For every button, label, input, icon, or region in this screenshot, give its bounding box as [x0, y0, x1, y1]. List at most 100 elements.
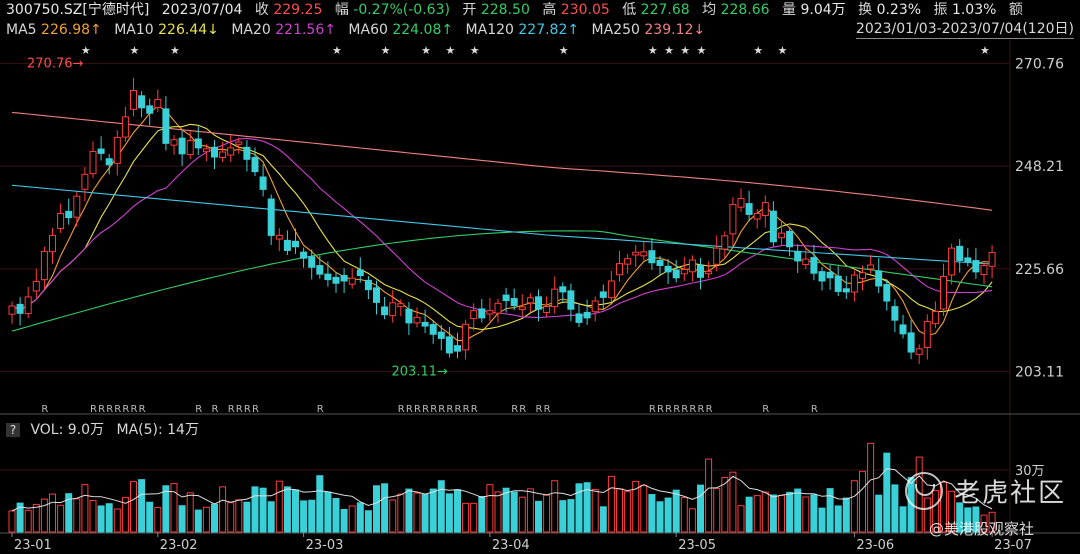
volume-bar: [713, 487, 721, 533]
candle-body: [470, 310, 478, 320]
candle-body: [883, 284, 891, 302]
star-marker: ★: [753, 44, 763, 57]
r-marker: R: [438, 404, 445, 415]
candle-body: [162, 108, 170, 144]
candle-body: [697, 264, 704, 278]
volume-bar: [130, 481, 137, 533]
candle-body: [672, 269, 680, 279]
volume-tick-label: 30万: [1015, 464, 1045, 479]
volume-bar: [235, 499, 243, 533]
close-label: 收: [254, 2, 269, 18]
r-marker: R: [698, 404, 705, 415]
r-marker: R: [544, 404, 551, 415]
volume-bar: [81, 484, 89, 533]
volume-bar: [737, 505, 745, 533]
volume-bar: [227, 502, 235, 533]
date-tick-label: 23-07: [994, 538, 1032, 553]
candle-body: [607, 280, 615, 299]
candle-body: [445, 336, 453, 354]
ma250-label: MA250: [591, 22, 640, 38]
volume-readout: VOL: 9.0万: [30, 422, 105, 438]
candle-body: [656, 259, 664, 266]
volume-bar: [178, 505, 186, 533]
candle-body: [526, 297, 534, 304]
change-label: 幅: [334, 2, 349, 18]
candle-body: [721, 235, 729, 250]
volume-bar: [575, 483, 583, 533]
candle-body: [405, 308, 413, 324]
candle-body: [138, 95, 146, 109]
volume-bar: [624, 491, 632, 533]
volume-bar: [462, 502, 470, 533]
candle-body: [113, 136, 121, 164]
volume-bar: [356, 502, 364, 533]
grid: [0, 40, 1080, 554]
volume-bar: [292, 489, 299, 533]
candle-body: [964, 257, 972, 263]
candle-body: [543, 305, 551, 313]
help-icon[interactable]: ?: [6, 423, 20, 437]
star-marker: ★: [130, 44, 140, 57]
candle-body: [356, 269, 364, 276]
turnover-value: 0.23%: [876, 2, 922, 18]
candle-body: [340, 274, 348, 282]
candle-body: [454, 345, 461, 352]
volume-bar: [972, 506, 980, 533]
volume-bar: [194, 509, 202, 533]
watermark-title: 老虎社区: [954, 478, 1067, 509]
r-marker: R: [706, 404, 713, 415]
volume-bar: [73, 498, 81, 533]
volume-bar: [778, 494, 785, 533]
star-marker: ★: [697, 44, 707, 57]
volume-bar: [964, 507, 972, 533]
candle-body: [429, 324, 437, 335]
volume-bars: [8, 442, 996, 533]
r-marker: R: [471, 404, 478, 415]
candle-body: [219, 151, 227, 158]
amplitude-value: 1.03%: [951, 2, 997, 18]
extreme-price-label: 203.11→: [392, 365, 448, 380]
candle-body: [810, 257, 818, 274]
candle-body: [81, 173, 89, 190]
volume-bar: [186, 492, 194, 533]
candle-body: [251, 156, 259, 173]
ma120-label: MA120: [465, 22, 514, 38]
volume-bar: [170, 483, 178, 533]
candle-body: [778, 232, 785, 239]
candle-body: [931, 310, 939, 325]
candle-body: [591, 300, 599, 313]
avg-label: 均: [702, 2, 717, 18]
candle-body: [956, 245, 964, 261]
volume-bar: [875, 494, 883, 533]
candle-body: [834, 275, 842, 292]
candle-body: [486, 310, 494, 315]
candle-body: [745, 203, 753, 215]
candle-body: [202, 148, 210, 153]
volume-bar: [146, 501, 154, 533]
candle-body: [842, 288, 850, 293]
volume-bar: [729, 471, 737, 533]
volume-bar: [802, 496, 810, 533]
date-range-selector[interactable]: 2023/01/03-2023/07/04(120日): [855, 21, 1074, 39]
r-marker: R: [519, 404, 526, 415]
star-marker: ★: [648, 44, 658, 57]
volume-bar: [899, 506, 907, 533]
price-tick-label: 225.66: [1015, 262, 1064, 278]
star-marker: ★: [680, 44, 690, 57]
ma250-line: [11, 111, 993, 211]
watermark-subtitle: @美港股观察社: [929, 520, 1035, 538]
volume-bar: [211, 503, 218, 533]
open-value: 228.50: [480, 2, 530, 18]
price-tick-label: 270.76: [1015, 56, 1064, 72]
stock-code[interactable]: 300750.SZ[宁德时代]: [6, 2, 150, 18]
volume-bar: [583, 482, 591, 533]
close-value: 229.25: [273, 2, 323, 18]
candle-body: [65, 210, 73, 219]
candle-body: [705, 270, 713, 275]
r-marker: R: [406, 404, 413, 415]
quote-date: 2023/07/04: [161, 2, 243, 18]
volume-bar: [697, 484, 704, 533]
candle-body: [923, 321, 931, 348]
candle-body: [753, 213, 761, 220]
candle-body: [899, 324, 907, 335]
